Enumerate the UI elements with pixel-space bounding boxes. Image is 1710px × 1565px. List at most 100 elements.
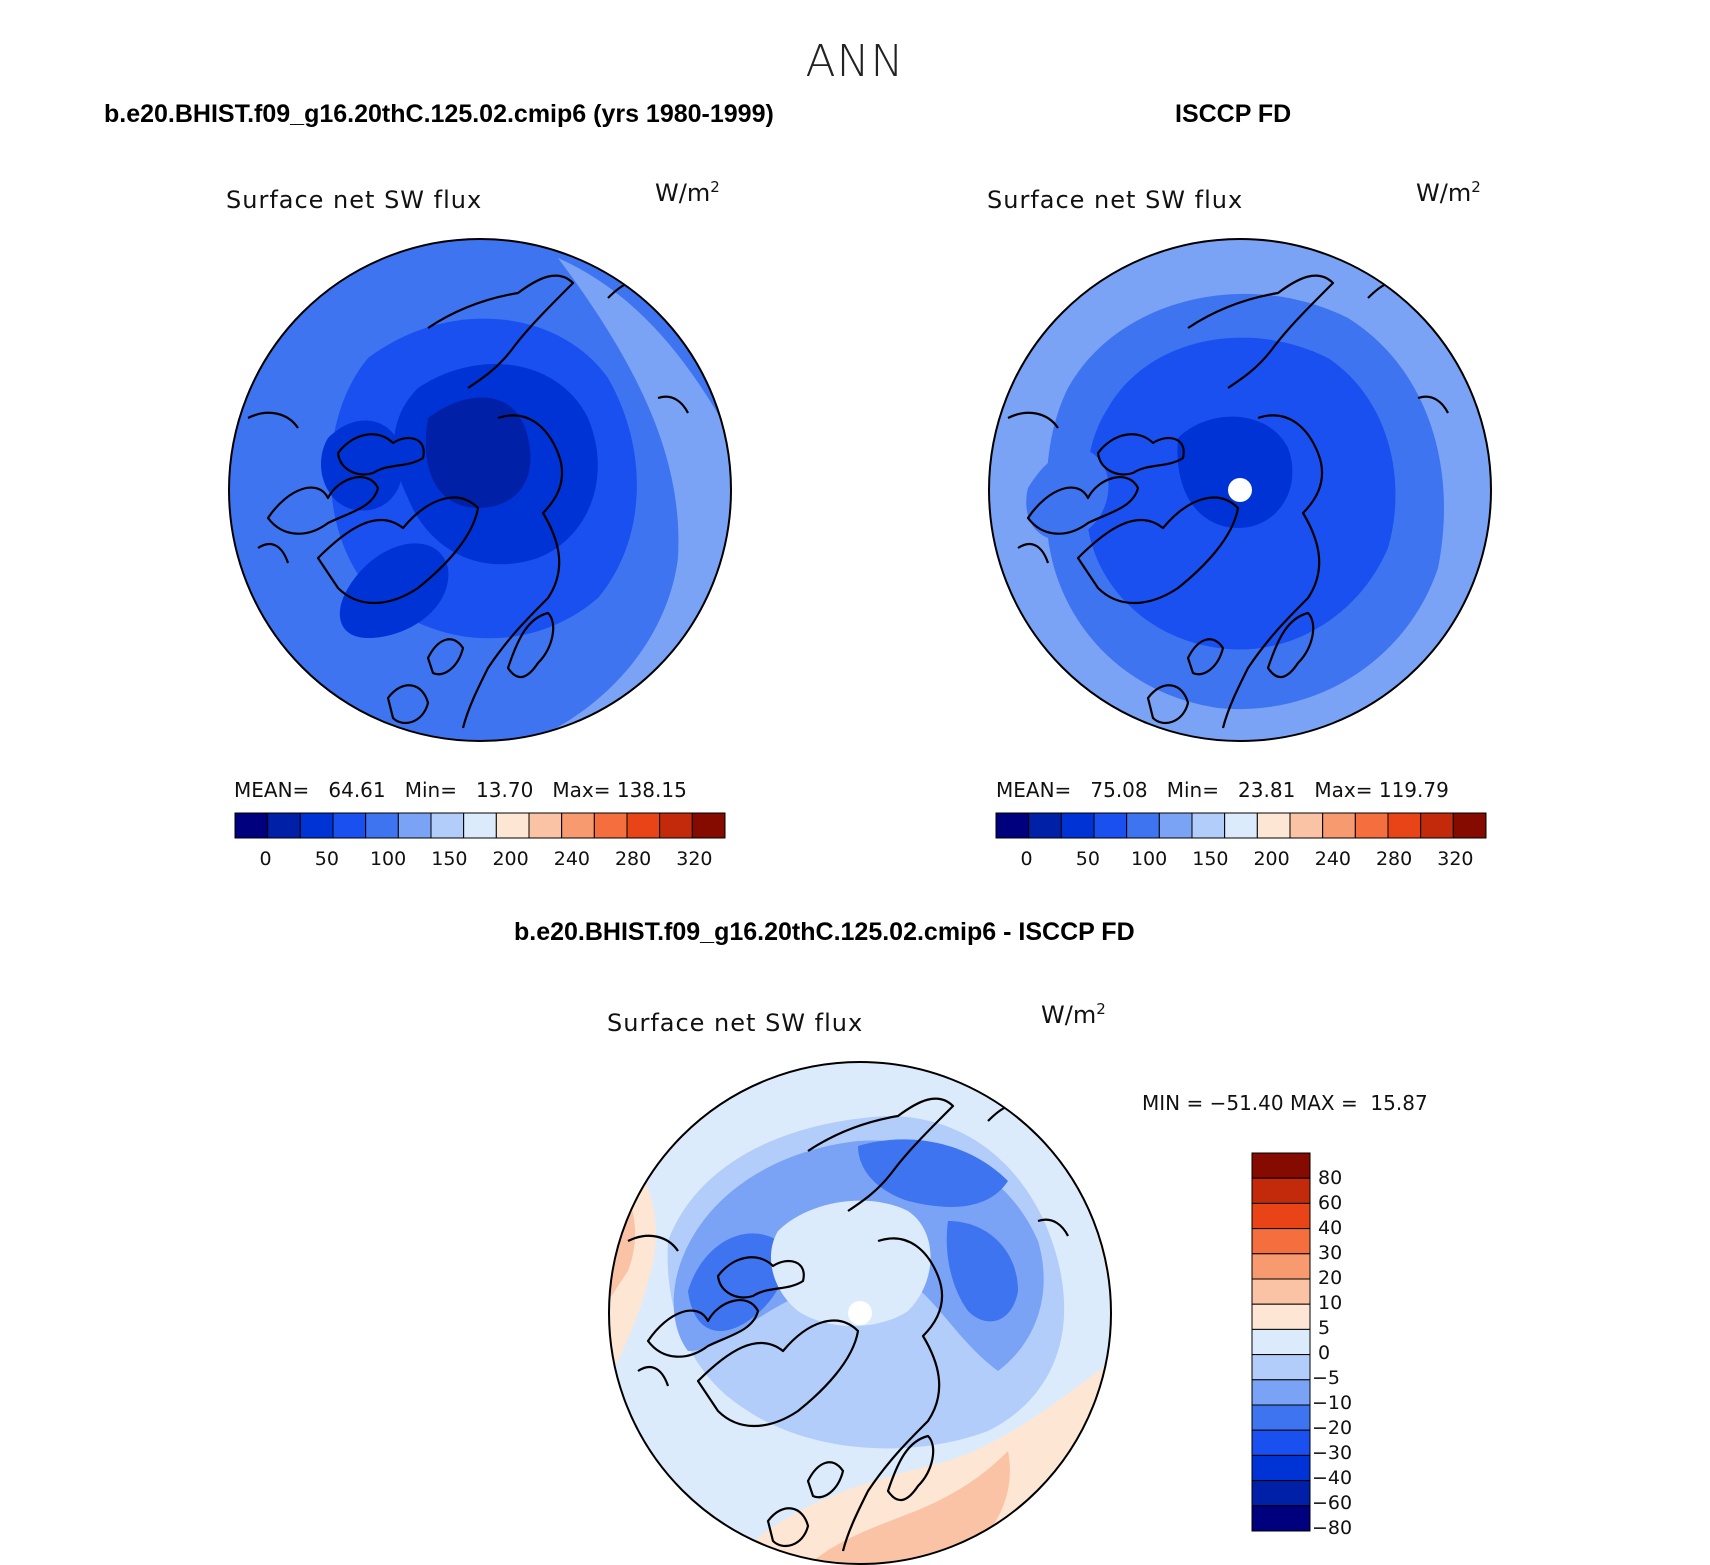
colorbar-tick-label: 320: [1437, 848, 1474, 870]
colorbar-tick-label: 280: [1375, 848, 1413, 870]
colorbar-tick-label: 240: [1314, 848, 1352, 870]
colorbar-tick-label: 5: [1318, 1317, 1331, 1339]
colorbar-tick-label: −40: [1312, 1467, 1353, 1489]
coastlines: [627, 1097, 1069, 1552]
panel-model-heading: b.e20.BHIST.f09_g16.20thC.125.02.cmip6 (…: [104, 100, 774, 128]
colorbar-swatch: [1251, 1202, 1311, 1230]
map-field-band: [779, 1330, 838, 1397]
panel-obs-stats: MEAN= 75.08 Min= 23.81 Max= 119.79: [996, 778, 1449, 802]
colorbar-tick-label: 50: [314, 848, 339, 870]
colorbar-tick-label: 200: [1253, 848, 1290, 870]
colorbar-swatch: [365, 812, 399, 839]
colorbar-tick-label: −60: [1312, 1492, 1353, 1514]
colorbar-tick-label: 50: [1075, 848, 1100, 870]
colorbar-swatch: [1251, 1303, 1311, 1330]
colorbar-swatch: [430, 812, 465, 839]
colorbar-swatch: [267, 812, 301, 839]
colorbar-tick-label: −30: [1312, 1442, 1353, 1464]
colorbar-tick-label: 100: [1130, 848, 1168, 870]
colorbar-tick-label: 100: [369, 848, 407, 870]
colorbar-swatch: [593, 812, 628, 839]
colorbar-swatch: [1251, 1480, 1311, 1507]
panel-diff-units: W/m2: [1041, 1000, 1106, 1029]
colorbar-tick-label: 80: [1318, 1167, 1343, 1189]
colorbar-tick-label: 0: [1318, 1342, 1331, 1364]
panel-diff-polar-map: [608, 1061, 1112, 1565]
colorbar-swatch: [1354, 812, 1389, 839]
map-border: [988, 238, 1492, 742]
colorbar-swatch: [234, 812, 269, 839]
panel-model-stats: MEAN= 64.61 Min= 13.70 Max= 138.15: [234, 778, 687, 802]
map-field-band: [808, 1451, 1010, 1564]
map-field-band: [946, 1221, 1018, 1322]
colorbar-tick-label: 150: [431, 848, 468, 870]
map-border: [228, 238, 732, 742]
colorbar-swatch: [1420, 812, 1454, 839]
colorbar-swatch: [1126, 812, 1160, 839]
map-field-band: [425, 397, 531, 508]
colorbar-swatch: [528, 812, 563, 839]
colorbar-swatch: [1251, 1505, 1311, 1532]
colorbar-swatch: [1224, 812, 1258, 839]
panel-diff-stats: MIN = −51.40 MAX = 15.87: [1142, 1091, 1428, 1115]
panel-obs-variable: Surface net SW flux: [987, 186, 1244, 214]
map-field-band: [770, 1200, 931, 1326]
panel-diff-colorbar: [1251, 1152, 1311, 1532]
colorbar-swatch: [332, 812, 367, 839]
colorbar-tick-label: −10: [1312, 1392, 1353, 1414]
panel-model-variable: Surface net SW flux: [226, 186, 483, 214]
colorbar-tick-label: −80: [1312, 1517, 1353, 1539]
panel-obs-colorbar: [995, 812, 1487, 839]
colorbar-swatch: [1387, 812, 1422, 839]
panel-obs-heading: ISCCP FD: [1175, 100, 1292, 128]
colorbar-tick-label: 200: [492, 848, 529, 870]
colorbar-swatch: [397, 812, 432, 839]
colorbar-swatch: [691, 812, 726, 839]
colorbar-swatch: [1093, 812, 1128, 839]
colorbar-swatch: [1251, 1328, 1311, 1356]
map-field-band: [858, 1139, 1008, 1207]
colorbar-tick-label: 0: [1020, 848, 1033, 870]
panel-obs-units: W/m2: [1416, 178, 1481, 207]
colorbar-swatch: [299, 812, 334, 839]
colorbar-swatch: [1028, 812, 1062, 839]
colorbar-swatch: [1256, 812, 1291, 839]
colorbar-swatch: [1251, 1253, 1311, 1280]
colorbar-swatch: [659, 812, 693, 839]
colorbar-tick-label: −5: [1312, 1367, 1341, 1389]
colorbar-swatch: [1251, 1278, 1311, 1305]
colorbar-tick-label: −20: [1312, 1417, 1353, 1439]
map-field-band: [528, 258, 731, 741]
panel-obs-polar-map: [988, 238, 1492, 742]
colorbar-tick-label: 10: [1318, 1292, 1343, 1314]
colorbar-swatch: [1289, 812, 1324, 839]
panel-obs-colorbar-ticks: 0 50 100 150 200 240 280 320: [996, 848, 1486, 874]
colorbar-tick-label: 0: [259, 848, 272, 870]
colorbar-tick-label: 240: [553, 848, 591, 870]
colorbar-swatch: [1251, 1152, 1311, 1179]
colorbar-tick-label: 150: [1192, 848, 1229, 870]
colorbar-tick-label: 60: [1318, 1192, 1343, 1214]
colorbar-swatch: [995, 812, 1030, 839]
panel-model-units: W/m2: [655, 178, 720, 207]
map-field-band: [1177, 416, 1293, 528]
figure-title: ANN: [805, 36, 905, 87]
colorbar-swatch: [1060, 812, 1095, 839]
missing-data-pole: [1228, 478, 1252, 502]
colorbar-swatch: [1251, 1354, 1311, 1381]
map-field-band: [339, 543, 449, 638]
panel-model-colorbar: [234, 812, 726, 839]
colorbar-swatch: [1251, 1228, 1311, 1255]
map-field-band: [1026, 449, 1109, 540]
colorbar-swatch: [495, 812, 530, 839]
panel-model-colorbar-ticks: 0 50 100 150 200 240 280 320: [235, 848, 725, 874]
colorbar-swatch: [1251, 1429, 1311, 1456]
colorbar-tick-label: 30: [1318, 1242, 1343, 1264]
colorbar-swatch: [1322, 812, 1356, 839]
colorbar-tick-label: 40: [1318, 1217, 1343, 1239]
panel-diff-variable: Surface net SW flux: [607, 1009, 864, 1037]
colorbar-swatch: [1191, 812, 1226, 839]
panel-diff-heading: b.e20.BHIST.f09_g16.20thC.125.02.cmip6 -…: [514, 918, 1135, 946]
map-field-band: [320, 420, 404, 511]
colorbar-tick-label: 280: [614, 848, 652, 870]
